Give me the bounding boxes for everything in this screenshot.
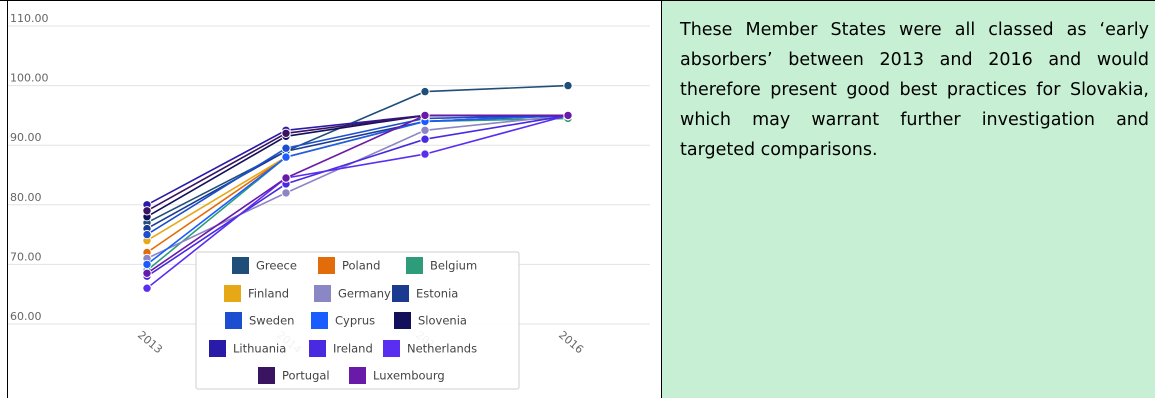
series-line [146, 84, 569, 224]
explanatory-paragraph: These Member States were all classed as … [680, 20, 1149, 160]
data-point[interactable] [142, 206, 152, 216]
legend-swatch [225, 312, 242, 329]
data-point[interactable] [420, 149, 430, 159]
data-point[interactable] [281, 188, 291, 198]
data-point[interactable] [420, 110, 430, 121]
y-tick-label: 70.00 [10, 250, 42, 263]
legend-item-finland[interactable]: Finland [224, 285, 289, 302]
legend-swatch [224, 285, 241, 302]
legend-swatch [209, 340, 226, 357]
series-line [146, 117, 569, 272]
legend-item-portugal[interactable]: Portugal [258, 367, 330, 384]
series-line [146, 114, 569, 242]
x-tick-label: 2016 [556, 328, 586, 356]
series-line [146, 114, 569, 236]
series-line [146, 114, 569, 277]
table-top-border [0, 0, 1155, 1]
data-point[interactable] [563, 110, 573, 121]
legend-item-netherlands[interactable]: Netherlands [383, 340, 477, 357]
legend-label: Belgium [430, 259, 477, 273]
legend-label: Portugal [282, 369, 330, 383]
table-left-border [7, 0, 8, 398]
text-panel: These Member States were all classed as … [661, 1, 1155, 398]
legend-swatch [349, 367, 366, 384]
legend-item-germany[interactable]: Germany [314, 285, 391, 302]
series-line [146, 114, 569, 289]
data-point[interactable] [142, 268, 152, 278]
legend-item-belgium[interactable]: Belgium [406, 257, 477, 274]
legend-item-slovenia[interactable]: Slovenia [394, 312, 467, 329]
x-tick-label: 2013 [135, 328, 165, 356]
legend-item-luxembourg[interactable]: Luxembourg [349, 367, 445, 384]
data-point[interactable] [281, 152, 291, 162]
series-line [146, 114, 568, 274]
legend-label: Greece [256, 259, 297, 273]
legend-item-lithuania[interactable]: Lithuania [209, 340, 286, 357]
series-line [146, 114, 569, 266]
legend-item-greece[interactable]: Greece [232, 257, 297, 274]
line-chart: 110.00100.0090.0080.0070.0060.0020132014… [8, 12, 650, 390]
legend-item-sweden[interactable]: Sweden [225, 312, 294, 329]
series-line [146, 114, 568, 212]
legend-label: Ireland [333, 342, 373, 356]
legend-label: Finland [248, 287, 289, 301]
legend-swatch [406, 257, 423, 274]
data-point[interactable] [142, 229, 152, 240]
legend-swatch [383, 340, 400, 357]
series-cyprus[interactable] [142, 110, 573, 270]
data-point[interactable] [563, 80, 573, 91]
legend-item-cyprus[interactable]: Cyprus [311, 312, 375, 329]
legend-label: Cyprus [335, 314, 375, 328]
legend-label: Lithuania [233, 342, 286, 356]
legend-swatch [314, 285, 331, 302]
chart-panel: 110.00100.0090.0080.0070.0060.0020132014… [8, 1, 660, 398]
y-tick-label: 60.00 [10, 310, 42, 323]
data-point[interactable] [142, 283, 152, 293]
series-layer [142, 80, 573, 293]
legend-item-estonia[interactable]: Estonia [392, 285, 458, 302]
data-point[interactable] [420, 86, 430, 97]
y-tick-label: 90.00 [10, 131, 42, 144]
series-portugal[interactable] [142, 110, 573, 216]
legend-label: Poland [342, 259, 380, 273]
legend-label: Slovenia [418, 314, 467, 328]
data-point[interactable] [281, 143, 291, 153]
legend-swatch [311, 312, 328, 329]
data-point[interactable] [142, 259, 152, 270]
legend-label: Luxembourg [373, 369, 445, 383]
legend-swatch [318, 257, 335, 274]
data-point[interactable] [420, 125, 430, 136]
legend-swatch [258, 367, 275, 384]
legend-item-poland[interactable]: Poland [318, 257, 380, 274]
legend-swatch [394, 312, 411, 329]
series-luxembourg[interactable] [142, 110, 573, 278]
data-point[interactable] [420, 134, 430, 144]
legend-box [195, 251, 520, 390]
legend-label: Estonia [416, 287, 458, 301]
legend-label: Germany [338, 287, 391, 301]
series-line [146, 114, 569, 260]
legend-swatch [309, 340, 326, 357]
legend-swatch [232, 257, 249, 274]
data-point[interactable] [281, 128, 291, 139]
legend: Greece Poland Belgium Finland Germany Estonia… [195, 251, 520, 390]
legend-swatch [392, 285, 409, 302]
y-tick-label: 110.00 [10, 12, 49, 25]
data-point[interactable] [281, 173, 291, 183]
legend-item-ireland[interactable]: Ireland [309, 340, 373, 357]
legend-label: Netherlands [407, 342, 477, 356]
y-tick-label: 80.00 [10, 191, 42, 204]
series-sweden[interactable] [142, 110, 573, 240]
legend-label: Sweden [249, 314, 294, 328]
y-tick-label: 100.00 [10, 72, 49, 85]
